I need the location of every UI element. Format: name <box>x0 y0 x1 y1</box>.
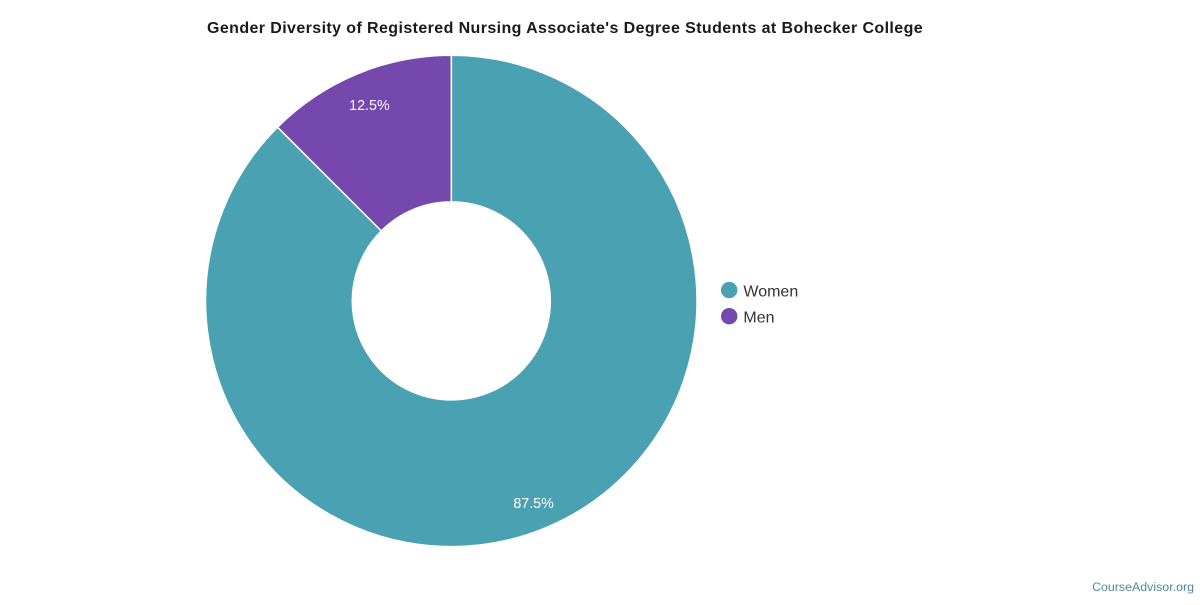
svg-text:Men: Men <box>743 310 774 327</box>
svg-text:Gender Diversity of Registered: Gender Diversity of Registered Nursing A… <box>207 20 923 37</box>
svg-text:CourseAdvisor.org: CourseAdvisor.org <box>1092 580 1194 594</box>
svg-text:Women: Women <box>743 284 798 301</box>
svg-text:87.5%: 87.5% <box>513 496 554 512</box>
svg-text:12.5%: 12.5% <box>349 98 390 114</box>
